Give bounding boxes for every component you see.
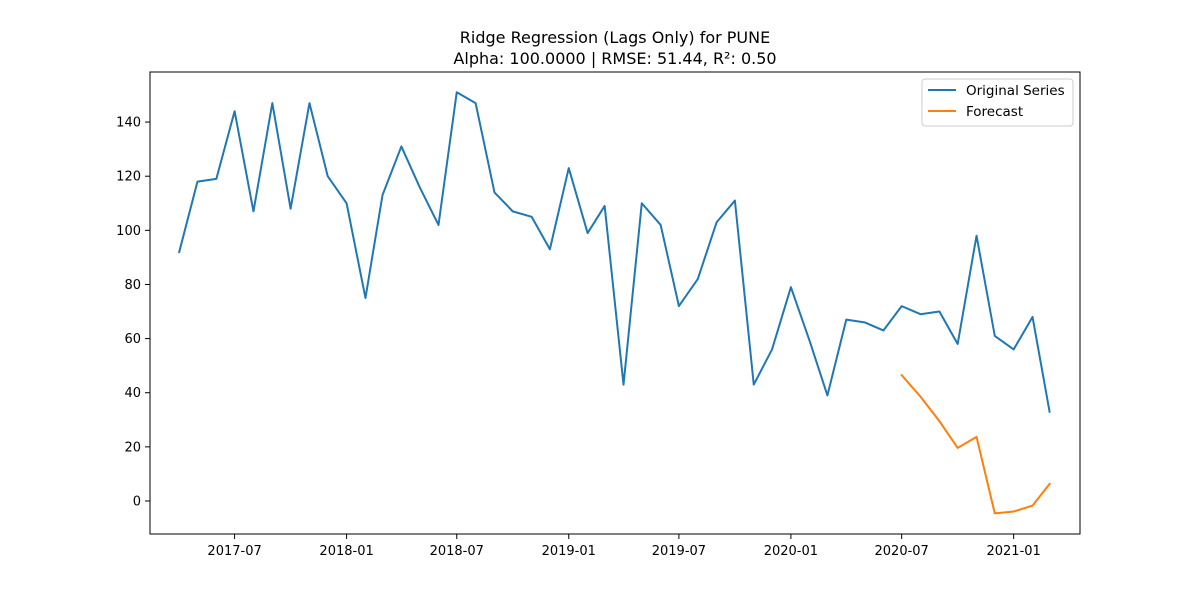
y-tick-label: 80	[124, 278, 141, 293]
y-tick-label: 100	[116, 224, 141, 239]
x-tick-label: 2019-07	[652, 544, 706, 559]
legend-label-forecast: Forecast	[966, 104, 1023, 120]
x-axis: 2017-07 2018-01 2018-07 2019-01 2019-07 2020-…	[207, 534, 1041, 559]
x-tick-label: 2017-07	[207, 544, 261, 559]
y-axis: 0 20 40 60 80 100 120 140	[116, 116, 150, 509]
y-tick-label: 140	[116, 116, 141, 131]
x-tick-label: 2018-07	[430, 544, 484, 559]
plot-area-frame	[149, 71, 1081, 535]
legend: Original Series Forecast	[921, 78, 1074, 127]
series-line-forecast	[900, 373, 1051, 515]
legend-box	[921, 78, 1074, 127]
y-tick-label: 40	[124, 386, 141, 401]
y-tick-label: 0	[133, 494, 141, 509]
chart-title: Ridge Regression (Lags Only) for PUNE	[460, 28, 770, 47]
y-tick-label: 120	[116, 170, 141, 185]
x-tick-label: 2021-01	[986, 544, 1040, 559]
chart-subtitle: Alpha: 100.0000 | RMSE: 51.44, R²: 0.50	[453, 49, 776, 68]
x-tick-label: 2018-01	[319, 544, 373, 559]
legend-label-original-series: Original Series	[966, 83, 1065, 99]
y-tick-label: 20	[124, 440, 141, 455]
series-layer	[177, 91, 1051, 515]
x-tick-label: 2020-07	[875, 544, 929, 559]
y-tick-label: 60	[124, 332, 141, 347]
series-line-original-series	[177, 91, 1051, 413]
x-tick-label: 2019-01	[542, 544, 596, 559]
x-tick-label: 2020-01	[764, 544, 818, 559]
